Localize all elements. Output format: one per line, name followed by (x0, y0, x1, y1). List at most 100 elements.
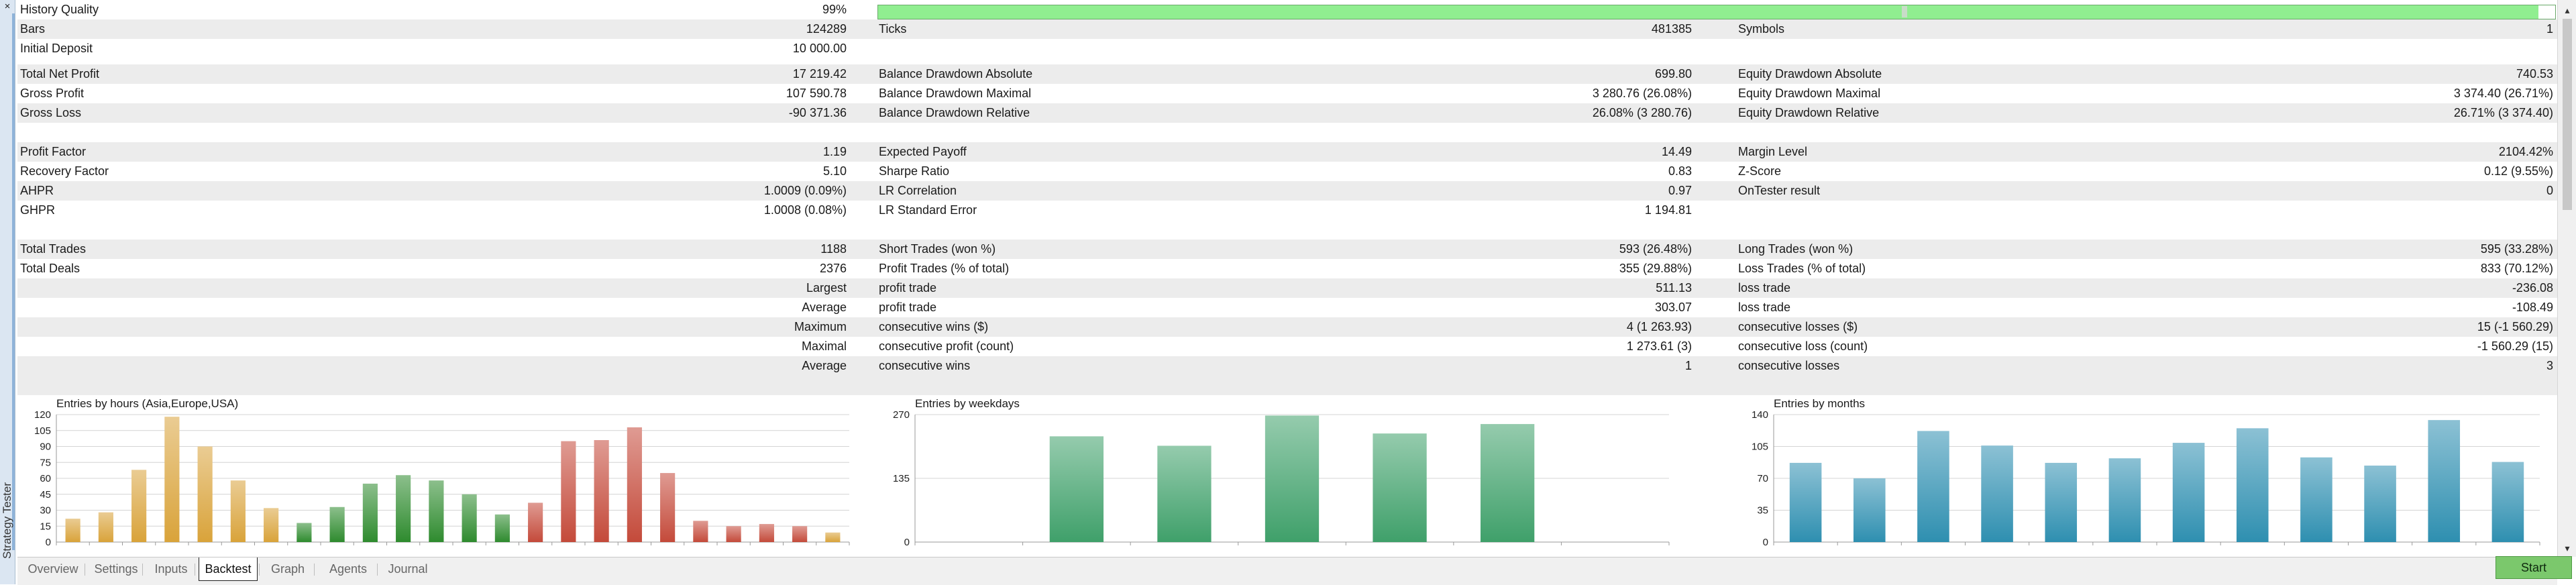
tab-backtest[interactable]: Backtest (199, 557, 258, 581)
chart-bar (594, 440, 609, 542)
y-tick-label: 140 (1752, 411, 1768, 421)
stat-label: loss trade (1738, 301, 1791, 314)
close-icon[interactable]: × (4, 1, 11, 12)
stat-value: 124289 (806, 22, 847, 36)
vertical-scrollbar[interactable]: ▴ ▾ (2557, 0, 2576, 557)
chart-bar (528, 502, 543, 542)
stat-value: 3 (2546, 359, 2553, 372)
stat-label: LR Correlation (879, 184, 957, 197)
y-tick-label: 90 (40, 441, 51, 453)
stat-value: 593 (26.48%) (1619, 242, 1692, 256)
stat-label: consecutive wins (879, 359, 971, 372)
stat-value: 511.13 (1656, 281, 1692, 295)
stat-value: 0.83 (1668, 164, 1692, 178)
y-tick-label: 75 (40, 457, 51, 468)
start-button[interactable]: Start (2496, 556, 2572, 579)
tab-separator (314, 564, 315, 576)
stat-label: Equity Drawdown Relative (1738, 106, 1880, 119)
stats-row: Average consecutive wins 1 consecutive loss… (17, 356, 2557, 376)
panel-resize-handle[interactable] (12, 13, 15, 550)
stat-value: 699.80 (1654, 67, 1692, 81)
blank-row (17, 376, 2557, 395)
history-quality-label: History Quality (20, 3, 99, 16)
chart-entries-by-hours: Entries by hours (Asia,Europe,USA) 0 15 30… (17, 396, 863, 554)
tab-agents[interactable]: Agents (329, 562, 368, 576)
stats-row: Bars 124289 Ticks 481385 Symbols 1 (17, 19, 2557, 39)
stat-value: 14.49 (1661, 145, 1692, 158)
stat-value: 107 590.78 (786, 87, 847, 100)
stat-label: AHPR (20, 184, 54, 197)
chart-bar (297, 523, 312, 542)
stat-value: 355 (29.88%) (1619, 262, 1692, 275)
tab-settings[interactable]: Settings (94, 562, 138, 576)
y-tick-label: 105 (1752, 441, 1768, 453)
stats-row: Profit Factor 1.19 Expected Payoff 14.49 Mar… (17, 142, 2557, 162)
stat-value: 3 280.76 (26.08%) (1592, 87, 1692, 100)
stat-label: Ticks (879, 22, 907, 36)
tab-separator (142, 564, 143, 576)
stats-row: Gross Profit 107 590.78 Balance Drawdown M… (17, 84, 2557, 103)
stat-label: Profit Factor (20, 145, 87, 158)
stat-value: -236.08 (2512, 281, 2553, 295)
stat-value: 17 219.42 (792, 67, 847, 81)
stat-label: loss trade (1738, 281, 1791, 295)
stats-row: Total Net Profit 17 219.42 Balance Drawdow… (17, 64, 2557, 84)
stat-label: Equity Drawdown Maximal (1738, 87, 1881, 100)
stat-label: Profit Trades (% of total) (879, 262, 1010, 275)
y-tick-label: 135 (893, 473, 910, 484)
scroll-up-icon[interactable]: ▴ (2565, 5, 2570, 15)
stat-value: 4 (1 263.93) (1626, 320, 1692, 333)
scroll-thumb[interactable] (2563, 19, 2572, 210)
stats-row: Recovery Factor 5.10 Sharpe Ratio 0.83 Z-Sco… (17, 162, 2557, 181)
stat-label: Long Trades (won %) (1738, 242, 1854, 256)
y-tick-label: 105 (34, 425, 51, 437)
stats-row: Total Trades 1188 Short Trades (won %) 593 … (17, 240, 2557, 259)
stat-label: Gross Profit (20, 87, 85, 100)
stat-value: 2376 (819, 262, 847, 275)
chart-weekdays-plot: 0 135 270 (893, 411, 1670, 548)
chart-bar (98, 512, 113, 542)
tab-graph[interactable]: Graph (270, 562, 305, 576)
chart-bar (759, 524, 774, 542)
chart-bar (1853, 478, 1886, 542)
panel-title: Strategy Tester (1, 477, 14, 564)
stat-label: Total Trades (20, 242, 87, 256)
stat-value: 740.53 (2516, 67, 2553, 81)
chart-bar (2045, 462, 2078, 542)
stat-label: Gross Loss (20, 106, 82, 119)
stats-row: AHPR 1.0009 (0.09%) LR Correlation 0.97 OnTe… (17, 181, 2557, 201)
y-tick-label: 0 (46, 537, 51, 548)
stat-label: Loss Trades (% of total) (1738, 262, 1866, 275)
tab-overview[interactable]: Overview (28, 562, 78, 576)
history-quality-value: 99% (822, 3, 847, 16)
stat-label: LR Standard Error (879, 203, 977, 217)
stat-value: 0 (2546, 184, 2553, 197)
stat-value: 26.71% (3 374.40) (2453, 106, 2553, 119)
tab-inputs[interactable]: Inputs (154, 562, 188, 576)
stat-value: Average (802, 359, 847, 372)
stat-value: -108.49 (2512, 301, 2553, 314)
chart-bar (1049, 436, 1104, 542)
stat-value: 10 000.00 (792, 42, 847, 55)
chart-bar (362, 483, 378, 542)
stat-value: -1 560.29 (15) (2477, 339, 2553, 353)
chart-title: Entries by weekdays (915, 397, 1020, 410)
stat-label: Total Net Profit (20, 67, 100, 81)
stats-row: Maximum consecutive wins ($) 4 (1 263.93) c… (17, 317, 2557, 337)
chart-bar (693, 521, 708, 542)
stat-value: 3 374.40 (26.71%) (2453, 87, 2553, 100)
history-quality-marker (1902, 6, 1907, 17)
chart-bar (627, 427, 642, 542)
tab-journal[interactable]: Journal (388, 562, 428, 576)
stat-value: 595 (33.28%) (2480, 242, 2553, 256)
chart-bar (1917, 431, 1949, 542)
tab-separator (259, 564, 260, 576)
chart-bar (792, 526, 808, 542)
stat-label: Z-Score (1738, 164, 1782, 178)
scroll-down-icon[interactable]: ▾ (2565, 543, 2570, 553)
stat-value: 2104.42% (2498, 145, 2553, 158)
y-tick-label: 70 (1757, 473, 1768, 484)
chart-bar (2364, 466, 2396, 542)
stat-label: consecutive wins ($) (879, 320, 989, 333)
stats-row: Maximal consecutive profit (count) 1 273.6… (17, 337, 2557, 356)
